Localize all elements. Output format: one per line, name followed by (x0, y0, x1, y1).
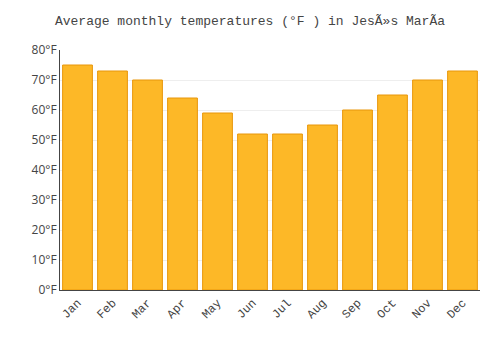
svg-text:20°F: 20°F (32, 221, 57, 238)
svg-text:Mar: Mar (129, 297, 154, 322)
svg-text:Jun: Jun (234, 297, 259, 322)
svg-text:30°F: 30°F (32, 191, 57, 208)
svg-text:80°F: 80°F (32, 41, 57, 58)
svg-text:May: May (199, 297, 224, 322)
svg-text:Oct: Oct (374, 297, 399, 322)
svg-text:Nov: Nov (409, 297, 434, 322)
svg-text:Dec: Dec (444, 297, 469, 322)
svg-text:Sep: Sep (339, 297, 364, 322)
svg-text:50°F: 50°F (32, 131, 57, 148)
svg-text:0°F: 0°F (38, 281, 56, 298)
svg-text:Apr: Apr (164, 297, 189, 322)
svg-text:10°F: 10°F (32, 251, 57, 268)
svg-text:40°F: 40°F (32, 161, 57, 178)
svg-text:Jul: Jul (269, 297, 294, 322)
svg-text:Aug: Aug (304, 297, 329, 322)
svg-text:Jan: Jan (59, 297, 84, 322)
svg-text:Average monthly temperatures (: Average monthly temperatures (°F ) in Je… (55, 14, 445, 29)
svg-text:Feb: Feb (94, 297, 119, 322)
svg-text:60°F: 60°F (32, 101, 57, 118)
svg-text:70°F: 70°F (32, 71, 57, 88)
